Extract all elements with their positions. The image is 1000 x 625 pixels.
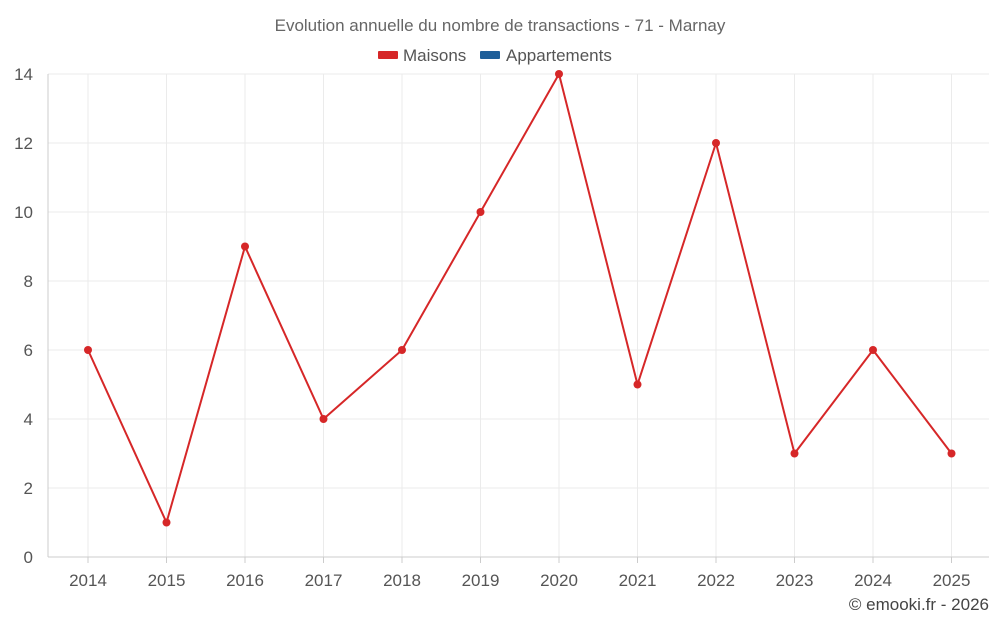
y-tick-label: 8 — [24, 272, 33, 291]
y-tick-label: 2 — [24, 479, 33, 498]
legend-swatch-appartements — [480, 51, 500, 59]
x-tick-label: 2025 — [933, 571, 971, 590]
axes: 0 2 4 6 8 10 12 14 2014 2015 2016 2017 2018 2019 2020 2… — [14, 65, 989, 590]
x-tick-label: 2021 — [619, 571, 657, 590]
legend-label-maisons: Maisons — [403, 46, 466, 65]
data-point-maisons[interactable] — [241, 242, 249, 251]
data-point-maisons[interactable] — [319, 415, 328, 423]
data-point-maisons[interactable] — [162, 518, 171, 527]
x-tick-label: 2017 — [305, 571, 343, 590]
y-tick-label: 0 — [24, 548, 33, 567]
x-tick-label: 2015 — [148, 571, 186, 590]
grid — [48, 73, 989, 557]
x-tick-label: 2022 — [697, 571, 735, 590]
x-tick-label: 2020 — [540, 571, 578, 590]
legend-item-appartements[interactable]: Appartements — [480, 46, 612, 65]
legend-label-appartements: Appartements — [506, 46, 612, 65]
data-point-maisons[interactable] — [398, 346, 406, 354]
credit-text: © emooki.fr - 2026 — [849, 595, 989, 614]
data-point-maisons[interactable] — [790, 449, 799, 458]
x-tick-label: 2024 — [854, 571, 892, 590]
data-point-maisons[interactable] — [555, 70, 563, 78]
data-point-maisons[interactable] — [947, 449, 956, 458]
data-point-maisons[interactable] — [633, 380, 642, 389]
data-point-maisons[interactable] — [476, 208, 485, 216]
chart-title: Evolution annuelle du nombre de transact… — [275, 16, 726, 35]
x-tick-label: 2019 — [462, 571, 500, 590]
legend-item-maisons[interactable]: Maisons — [378, 46, 466, 65]
legend: Maisons Appartements — [378, 46, 612, 65]
series-line-maisons — [87, 73, 953, 524]
x-tick-label: 2023 — [776, 571, 814, 590]
x-tick-label: 2014 — [69, 571, 107, 590]
y-tick-label: 12 — [14, 134, 33, 153]
data-point-maisons[interactable] — [869, 346, 877, 354]
x-tick-label: 2018 — [383, 571, 421, 590]
y-tick-label: 10 — [14, 203, 33, 222]
y-tick-label: 4 — [24, 410, 33, 429]
x-tick-label: 2016 — [226, 571, 264, 590]
data-point-maisons[interactable] — [84, 346, 92, 354]
series — [84, 70, 956, 527]
y-tick-label: 6 — [24, 341, 33, 360]
data-point-maisons[interactable] — [712, 139, 720, 147]
y-tick-label: 14 — [14, 65, 33, 84]
legend-swatch-maisons — [378, 51, 398, 59]
